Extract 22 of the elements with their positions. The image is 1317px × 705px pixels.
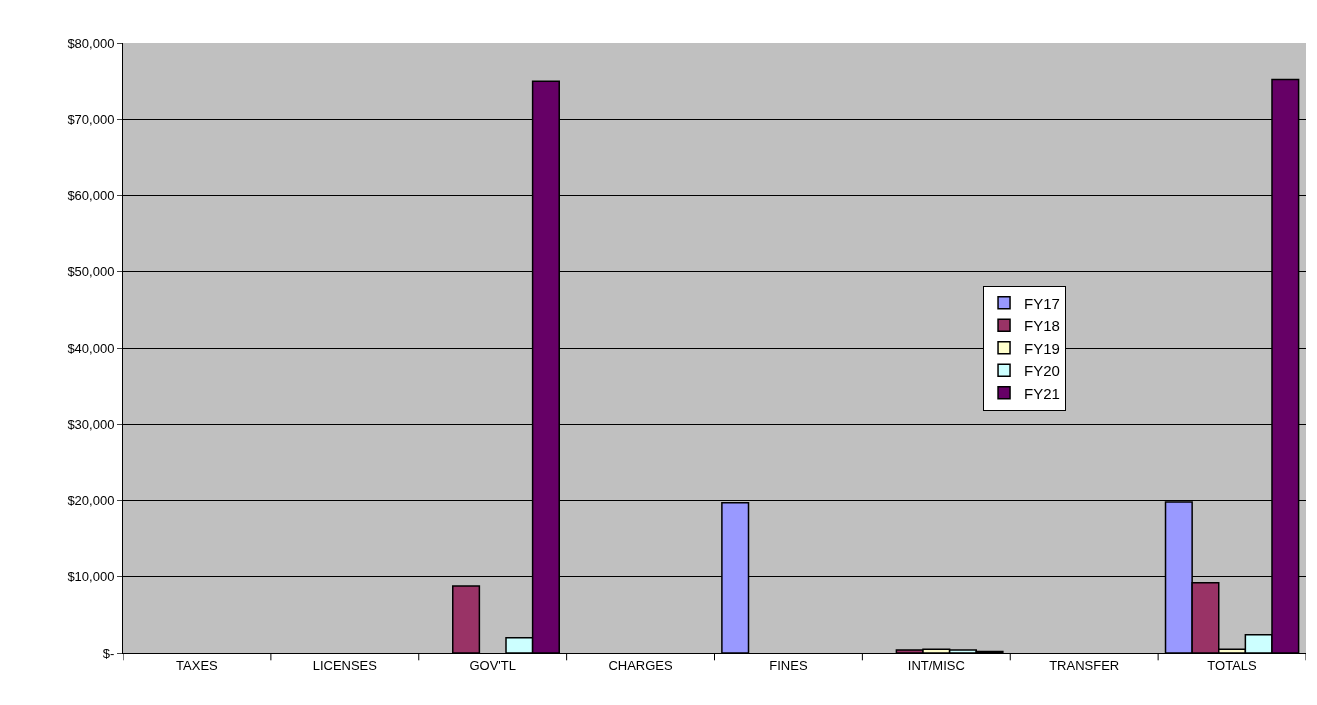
legend-label: FY19 (1024, 339, 1060, 357)
x-tick-label: GOV'TL (469, 657, 516, 673)
y-tick-label: $50,000 (67, 264, 115, 280)
legend-label: FY21 (1024, 384, 1060, 402)
y-tick-label: $80,000 (67, 35, 115, 51)
x-tick-label: LICENSES (312, 657, 378, 673)
x-tick-label: TRANSFER (1049, 657, 1120, 673)
legend-label: FY18 (1024, 317, 1060, 335)
x-tick-label: INT/MISC (907, 657, 965, 673)
x-tick-label: TAXES (176, 657, 219, 673)
y-tick-label: $20,000 (67, 493, 115, 509)
x-tick-label: TOTALS (1207, 657, 1258, 673)
y-tick-label: $70,000 (67, 111, 115, 127)
y-tick-label: $30,000 (67, 416, 115, 432)
y-tick-label: $40,000 (67, 340, 115, 356)
legend-label: FY17 (1024, 294, 1060, 312)
x-tick-label: CHARGES (608, 657, 674, 673)
legend-label: FY20 (1024, 362, 1060, 380)
y-tick-label: $10,000 (67, 569, 115, 585)
x-tick-label: FINES (769, 657, 808, 673)
y-tick-label: $- (102, 645, 115, 661)
y-tick-label: $60,000 (67, 188, 115, 204)
